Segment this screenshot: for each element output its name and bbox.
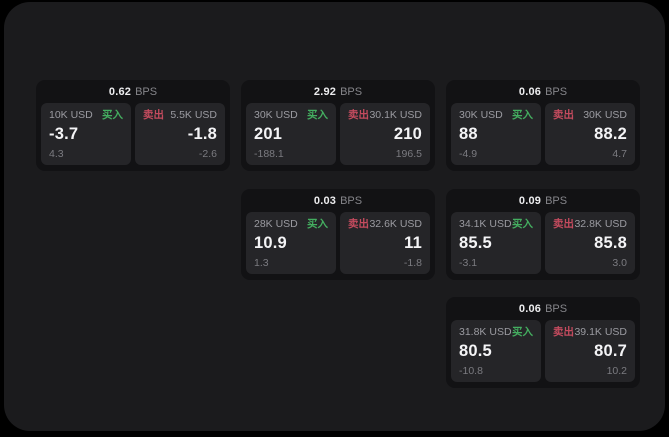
sell-price: 11 xyxy=(404,234,422,253)
buy-side-label: 买入 xyxy=(512,326,533,338)
sell-side-label: 卖出 xyxy=(143,109,164,121)
quote-tiles: 31.8K USD 买入 80.5 -10.8 卖出 39.1K USD 80.… xyxy=(446,320,640,382)
buy-side-label: 买入 xyxy=(307,218,328,230)
buy-change: -3.1 xyxy=(459,256,478,269)
bps-unit: BPS xyxy=(545,302,568,315)
sell-price: 80.7 xyxy=(594,342,627,361)
buy-side-label: 买入 xyxy=(512,218,533,230)
quote-card: 0.09 BPS 34.1K USD 买入 85.5 -3.1 卖出 32.8K… xyxy=(446,189,640,280)
bps-unit: BPS xyxy=(545,85,568,98)
buy-change: -10.8 xyxy=(459,364,483,377)
sell-side-label: 卖出 xyxy=(348,109,369,121)
bps-header: 0.62 BPS xyxy=(36,80,230,103)
bps-header: 0.06 BPS xyxy=(446,80,640,103)
buy-quote-tile[interactable]: 30K USD 买入 201 -188.1 xyxy=(246,103,336,165)
sell-change: 3.0 xyxy=(612,256,627,269)
bps-unit: BPS xyxy=(135,85,158,98)
sell-amount: 32.8K USD xyxy=(574,218,627,230)
app-window: 0.62 BPS 10K USD 买入 -3.7 4.3 卖出 5.5K USD… xyxy=(4,2,665,431)
sell-quote-tile[interactable]: 卖出 5.5K USD -1.8 -2.6 xyxy=(135,103,225,165)
quote-card: 0.03 BPS 28K USD 买入 10.9 1.3 卖出 32.6K US… xyxy=(241,189,435,280)
sell-price: -1.8 xyxy=(187,125,217,144)
sell-price: 85.8 xyxy=(594,234,627,253)
bps-value: 0.62 xyxy=(108,85,132,98)
sell-quote-tile[interactable]: 卖出 32.6K USD 11 -1.8 xyxy=(340,212,430,274)
sell-price: 210 xyxy=(393,125,422,144)
quote-tiles: 28K USD 买入 10.9 1.3 卖出 32.6K USD 11 -1.8 xyxy=(241,212,435,274)
bps-value: 0.09 xyxy=(518,194,542,207)
buy-price: -3.7 xyxy=(49,125,79,144)
quote-tiles: 34.1K USD 买入 85.5 -3.1 卖出 32.8K USD 85.8… xyxy=(446,212,640,274)
buy-side-label: 买入 xyxy=(102,109,123,121)
buy-price: 80.5 xyxy=(459,342,492,361)
buy-amount: 30K USD xyxy=(459,109,503,121)
quote-tiles: 30K USD 买入 88 -4.9 卖出 30K USD 88.2 4.7 xyxy=(446,103,640,165)
buy-quote-tile[interactable]: 30K USD 买入 88 -4.9 xyxy=(451,103,541,165)
sell-quote-tile[interactable]: 卖出 30.1K USD 210 196.5 xyxy=(340,103,430,165)
sell-amount: 30K USD xyxy=(583,109,627,121)
quote-tiles: 10K USD 买入 -3.7 4.3 卖出 5.5K USD -1.8 -2.… xyxy=(36,103,230,165)
quote-tiles: 30K USD 买入 201 -188.1 卖出 30.1K USD 210 1… xyxy=(241,103,435,165)
buy-price: 10.9 xyxy=(254,234,287,253)
sell-amount: 39.1K USD xyxy=(574,326,627,338)
bps-value: 0.06 xyxy=(518,302,542,315)
buy-change: 4.3 xyxy=(49,147,64,160)
buy-price: 88 xyxy=(459,125,478,144)
buy-amount: 30K USD xyxy=(254,109,298,121)
sell-price: 88.2 xyxy=(594,125,627,144)
buy-side-label: 买入 xyxy=(307,109,328,121)
bps-header: 0.09 BPS xyxy=(446,189,640,212)
buy-price: 85.5 xyxy=(459,234,492,253)
sell-side-label: 卖出 xyxy=(348,218,369,230)
sell-side-label: 卖出 xyxy=(553,218,574,230)
buy-side-label: 买入 xyxy=(512,109,533,121)
sell-quote-tile[interactable]: 卖出 32.8K USD 85.8 3.0 xyxy=(545,212,635,274)
sell-side-label: 卖出 xyxy=(553,326,574,338)
quote-card: 2.92 BPS 30K USD 买入 201 -188.1 卖出 30.1K … xyxy=(241,80,435,171)
sell-quote-tile[interactable]: 卖出 39.1K USD 80.7 10.2 xyxy=(545,320,635,382)
quote-card: 0.06 BPS 30K USD 买入 88 -4.9 卖出 30K USD 8… xyxy=(446,80,640,171)
buy-quote-tile[interactable]: 34.1K USD 买入 85.5 -3.1 xyxy=(451,212,541,274)
bps-unit: BPS xyxy=(340,194,363,207)
buy-change: -4.9 xyxy=(459,147,478,160)
bps-header: 2.92 BPS xyxy=(241,80,435,103)
bps-value: 0.06 xyxy=(518,85,542,98)
buy-change: -188.1 xyxy=(254,147,284,160)
buy-amount: 31.8K USD xyxy=(459,326,512,338)
sell-amount: 32.6K USD xyxy=(369,218,422,230)
buy-amount: 28K USD xyxy=(254,218,298,230)
sell-side-label: 卖出 xyxy=(553,109,574,121)
buy-quote-tile[interactable]: 31.8K USD 买入 80.5 -10.8 xyxy=(451,320,541,382)
bps-unit: BPS xyxy=(340,85,363,98)
bps-value: 2.92 xyxy=(313,85,337,98)
sell-change: -2.6 xyxy=(198,147,217,160)
buy-change: 1.3 xyxy=(254,256,269,269)
sell-amount: 5.5K USD xyxy=(170,109,217,121)
bps-value: 0.03 xyxy=(313,194,337,207)
buy-quote-tile[interactable]: 10K USD 买入 -3.7 4.3 xyxy=(41,103,131,165)
sell-change: 196.5 xyxy=(395,147,422,160)
sell-change: 10.2 xyxy=(606,364,627,377)
buy-price: 201 xyxy=(254,125,283,144)
bps-unit: BPS xyxy=(545,194,568,207)
sell-change: 4.7 xyxy=(612,147,627,160)
bps-header: 0.03 BPS xyxy=(241,189,435,212)
quote-card: 0.06 BPS 31.8K USD 买入 80.5 -10.8 卖出 39.1… xyxy=(446,297,640,388)
buy-amount: 10K USD xyxy=(49,109,93,121)
sell-quote-tile[interactable]: 卖出 30K USD 88.2 4.7 xyxy=(545,103,635,165)
buy-amount: 34.1K USD xyxy=(459,218,512,230)
sell-change: -1.8 xyxy=(403,256,422,269)
quote-card: 0.62 BPS 10K USD 买入 -3.7 4.3 卖出 5.5K USD… xyxy=(36,80,230,171)
buy-quote-tile[interactable]: 28K USD 买入 10.9 1.3 xyxy=(246,212,336,274)
bps-header: 0.06 BPS xyxy=(446,297,640,320)
sell-amount: 30.1K USD xyxy=(369,109,422,121)
